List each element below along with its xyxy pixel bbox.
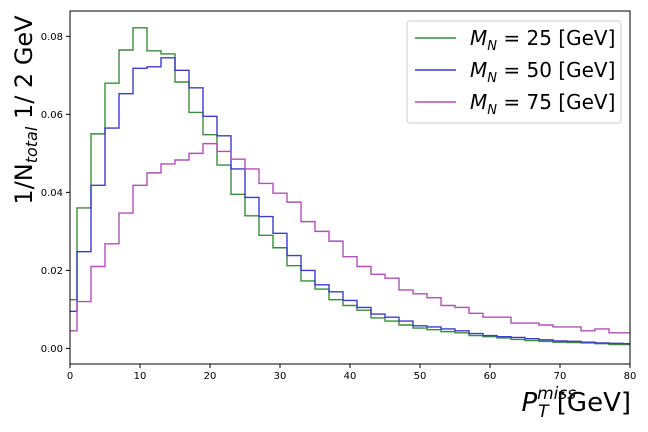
x-tick-label: 60 bbox=[484, 371, 497, 382]
x-tick-label: 10 bbox=[134, 371, 147, 382]
legend-box bbox=[406, 20, 622, 124]
y-tick-label: 0.00 bbox=[41, 344, 63, 355]
legend-label-2: MN = 50 [GeV] bbox=[470, 58, 615, 86]
series-line-1 bbox=[70, 27, 630, 346]
series-layer bbox=[70, 27, 630, 346]
x-tick-label: 20 bbox=[204, 371, 217, 382]
series-line-2 bbox=[70, 57, 630, 345]
y-tick-label: 0.08 bbox=[41, 32, 63, 43]
y-axis-title-suffix: 1/ 2 GeV bbox=[10, 15, 38, 127]
x-axis-title-unit: [GeV] bbox=[549, 388, 631, 418]
y-tick-label: 0.02 bbox=[41, 266, 63, 277]
x-axis-title-superscript: miss bbox=[537, 384, 576, 404]
x-tick-label: 70 bbox=[554, 371, 567, 382]
x-axis-title-subscript: T bbox=[538, 402, 550, 422]
x-axis-ticks: 0 10 20 30 40 50 60 70 80 bbox=[67, 364, 637, 382]
y-axis-title: 1/Ntotal 1/ 2 GeV bbox=[10, 15, 41, 205]
legend: MN = 25 [GeV] MN = 50 [GeV] MN = 75 [GeV] bbox=[406, 20, 622, 124]
legend-label-3: MN = 75 [GeV] bbox=[470, 90, 615, 118]
y-axis-title-prefix: 1/N bbox=[10, 163, 38, 204]
x-tick-label: 40 bbox=[344, 371, 357, 382]
y-tick-label: 0.04 bbox=[41, 188, 63, 199]
x-axis-title-variable: P bbox=[521, 388, 537, 418]
y-axis-title-subscript: total bbox=[22, 126, 41, 163]
legend-label-1: MN = 25 [GeV] bbox=[470, 26, 615, 54]
x-tick-label: 50 bbox=[414, 371, 427, 382]
x-tick-label: 80 bbox=[624, 371, 637, 382]
y-axis-ticks: 0.00 0.02 0.04 0.06 0.08 bbox=[41, 32, 70, 355]
x-axis-title: Pmiss T [GeV] bbox=[521, 384, 631, 422]
x-tick-label: 30 bbox=[274, 371, 287, 382]
y-tick-label: 0.06 bbox=[41, 110, 63, 121]
series-line-3 bbox=[70, 142, 630, 334]
x-tick-label: 0 bbox=[67, 371, 73, 382]
